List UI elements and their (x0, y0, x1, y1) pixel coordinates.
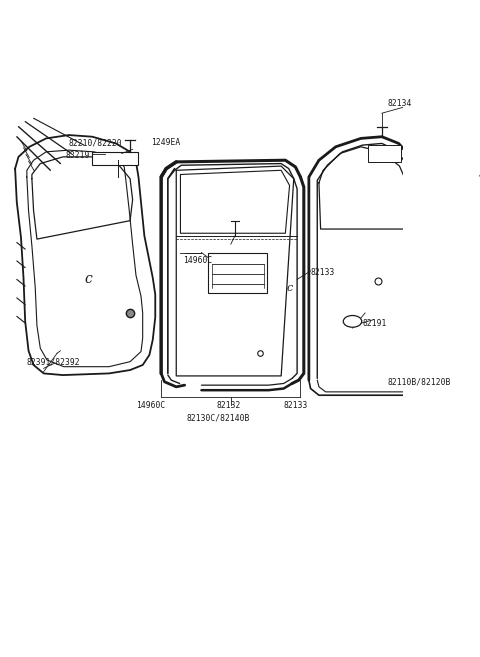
FancyBboxPatch shape (208, 252, 267, 293)
Ellipse shape (343, 315, 362, 327)
Text: 82110B/82120B: 82110B/82120B (388, 377, 451, 386)
Text: 14960C: 14960C (183, 256, 212, 265)
FancyBboxPatch shape (92, 152, 139, 166)
Text: 82130C/82140B: 82130C/82140B (186, 413, 250, 422)
FancyBboxPatch shape (368, 145, 401, 162)
Text: 82133: 82133 (284, 401, 308, 410)
Text: c: c (287, 283, 293, 293)
Text: 82133: 82133 (311, 268, 335, 277)
Text: c: c (84, 273, 92, 286)
Text: 14960C: 14960C (136, 401, 165, 410)
Text: 82210/82220: 82210/82220 (69, 138, 122, 147)
Text: 82191: 82191 (362, 319, 387, 328)
Text: 1249EA: 1249EA (151, 138, 180, 147)
Text: 82391/82392: 82391/82392 (27, 357, 81, 366)
Text: 82132: 82132 (216, 401, 241, 410)
Text: ?: ? (478, 173, 480, 193)
Text: 83219: 83219 (65, 150, 90, 160)
Text: 82134: 82134 (388, 99, 412, 108)
